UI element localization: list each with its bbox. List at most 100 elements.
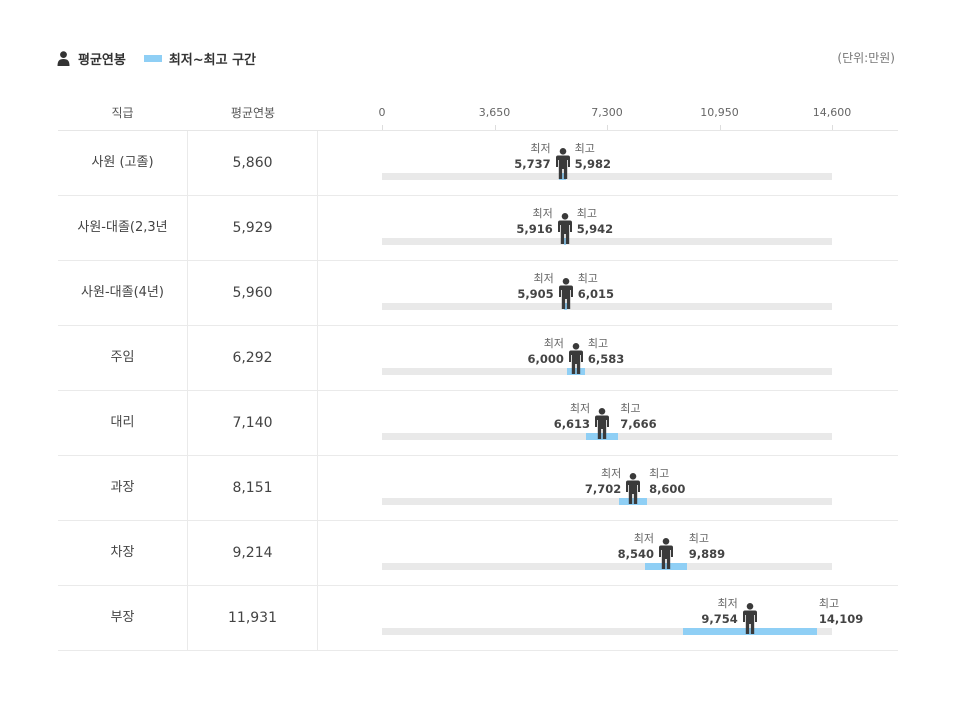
- min-value: 9,754: [701, 612, 738, 626]
- grade-cell: 사원-대졸(4년): [58, 261, 188, 325]
- range-track: [382, 303, 832, 310]
- grade-cell: 대리: [58, 391, 188, 455]
- table-row: 사원-대졸(2,3년 5,929 최저 5,916 최고 5,942: [58, 196, 898, 261]
- table-row: 주임 6,292 최저 6,000 최고 6,583: [58, 326, 898, 391]
- min-label: 최저 5,905: [517, 270, 553, 301]
- avg-person-marker-icon: [742, 603, 757, 634]
- max-value: 6,583: [587, 352, 625, 366]
- table-row: 대리 7,140 최저 6,613 최고 7,666: [58, 391, 898, 456]
- min-label: 최저 9,754: [701, 595, 737, 626]
- axis-tick-label: 3,650: [478, 106, 511, 119]
- axis-tick-label: 0: [378, 106, 386, 119]
- avg-salary-cell: 5,860: [188, 131, 318, 195]
- grade-cell: 차장: [58, 521, 188, 585]
- max-value: 5,982: [574, 157, 611, 171]
- min-value: 5,737: [514, 157, 551, 171]
- max-label: 최고 5,982: [575, 140, 611, 171]
- axis-tick-label: 14,600: [812, 106, 852, 119]
- avg-salary-cell: 5,929: [188, 196, 318, 260]
- min-caption: 최저: [600, 467, 622, 480]
- min-value: 7,702: [584, 482, 622, 496]
- axis-tick-mark: [382, 125, 383, 130]
- max-caption: 최고: [688, 532, 710, 545]
- axis-tick-mark: [607, 125, 608, 130]
- min-max-range-bar: [558, 173, 567, 180]
- header-avg: 평균연봉: [230, 106, 276, 120]
- legend-avg-label: 평균연봉: [78, 52, 126, 68]
- avg-salary-cell: 11,931: [188, 586, 318, 650]
- table-row: 사원-대졸(4년) 5,960 최저 5,905 최고 6,015: [58, 261, 898, 326]
- min-caption: 최저: [717, 597, 738, 610]
- max-label: 최고 8,600: [649, 465, 685, 496]
- legend: 평균연봉 최저~최고 구간: [57, 48, 256, 68]
- max-caption: 최고: [649, 467, 670, 480]
- range-track: [382, 433, 832, 440]
- max-value: 7,666: [620, 417, 657, 431]
- avg-salary-cell: 6,292: [188, 326, 318, 390]
- min-max-range-bar: [619, 498, 648, 505]
- min-label: 최저 6,613: [554, 400, 590, 431]
- max-value: 6,015: [577, 287, 615, 301]
- avg-person-marker-icon: [595, 408, 610, 439]
- max-value: 5,942: [576, 222, 614, 236]
- max-label: 최고 9,889: [689, 530, 725, 561]
- min-max-range-bar: [564, 238, 567, 245]
- max-caption: 최고: [576, 207, 597, 220]
- max-label: 최고 6,583: [588, 335, 624, 366]
- min-label: 최저 5,737: [514, 140, 550, 171]
- table-row: 사원 (고졸) 5,860 최저 5,737 최고 5,982: [58, 131, 898, 196]
- range-track: [382, 368, 832, 375]
- min-label: 최저 6,000: [528, 335, 564, 366]
- range-track: [382, 498, 832, 505]
- range-track: [382, 563, 832, 570]
- axis-tick-mark: [494, 125, 496, 130]
- max-label: 최고 6,015: [578, 270, 614, 301]
- table-row: 차장 9,214 최저 8,540 최고 9,889: [58, 521, 898, 586]
- grade-cell: 부장: [58, 586, 188, 650]
- avg-person-marker-icon: [626, 473, 641, 504]
- avg-person-marker-icon: [557, 213, 572, 244]
- table-header: 직급 평균연봉 0 3,650 7,300 10,950 14,600: [58, 104, 898, 131]
- grade-cell: 주임: [58, 326, 188, 390]
- axis-tick-mark: [832, 125, 833, 130]
- table-row: 부장 11,931 최저 9,754 최고 14,109: [58, 586, 898, 651]
- grade-cell: 과장: [58, 456, 188, 520]
- max-caption: 최고: [818, 597, 840, 610]
- max-value: 14,109: [818, 612, 864, 626]
- grade-cell: 사원 (고졸): [58, 131, 188, 195]
- min-max-range-bar: [566, 368, 585, 375]
- min-value: 5,905: [517, 287, 554, 301]
- avg-salary-cell: 8,151: [188, 456, 318, 520]
- min-caption: 최저: [533, 272, 554, 285]
- min-value: 8,540: [617, 547, 654, 561]
- grade-cell: 사원-대졸(2,3년: [58, 196, 188, 260]
- min-caption: 최저: [532, 207, 553, 220]
- min-value: 6,000: [527, 352, 564, 366]
- range-track: [382, 238, 832, 245]
- legend-range-label: 최저~최고 구간: [168, 52, 257, 68]
- max-caption: 최고: [620, 402, 641, 415]
- max-value: 8,600: [649, 482, 686, 496]
- min-caption: 최저: [530, 142, 551, 155]
- max-label: 최고 7,666: [620, 400, 656, 431]
- min-max-range-bar: [564, 303, 568, 310]
- min-caption: 최저: [543, 337, 564, 350]
- unit-label: (단위:만원): [837, 51, 895, 65]
- min-value: 5,916: [516, 222, 553, 236]
- max-label: 최고 5,942: [577, 205, 613, 236]
- avg-person-marker-icon: [568, 343, 583, 374]
- min-label: 최저 7,702: [585, 465, 621, 496]
- max-label: 최고 14,109: [819, 595, 863, 626]
- person-icon: [57, 50, 70, 66]
- max-caption: 최고: [574, 142, 595, 155]
- avg-salary-cell: 5,960: [188, 261, 318, 325]
- axis-tick-mark: [719, 125, 721, 130]
- min-caption: 최저: [569, 402, 591, 415]
- max-caption: 최고: [577, 272, 598, 285]
- range-track: [382, 628, 832, 635]
- range-track: [382, 173, 832, 180]
- max-value: 9,889: [688, 547, 726, 561]
- range-swatch: [143, 54, 162, 62]
- header-grade: 직급: [111, 106, 134, 120]
- max-caption: 최고: [587, 337, 609, 350]
